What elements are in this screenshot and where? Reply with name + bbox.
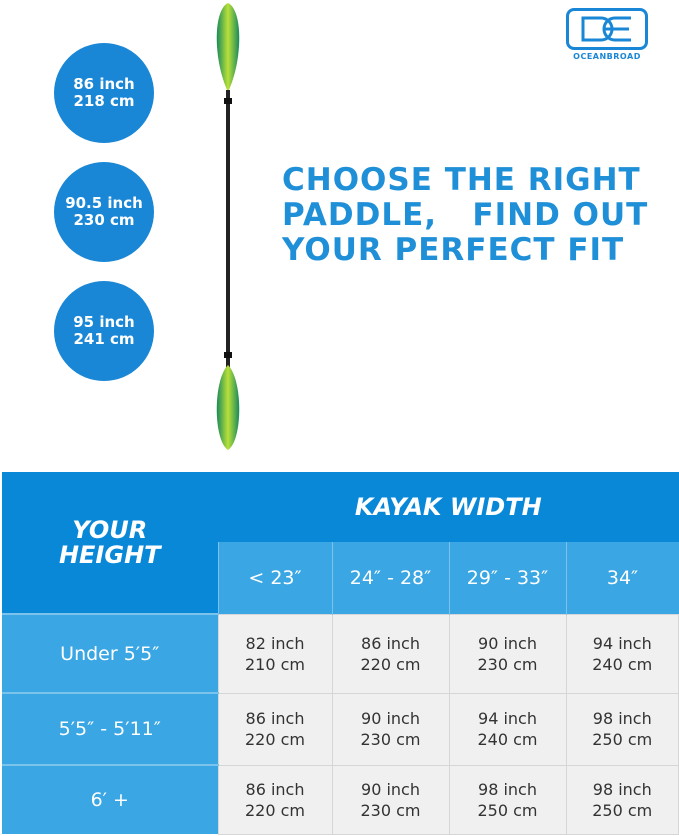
headline-line: YOUR PERFECT FIT <box>282 232 625 268</box>
paddle-length-cell: 94 inch 240 cm <box>448 692 567 766</box>
table-row: 5′5″ - 5′11″ 86 inch 220 cm 90 inch 230 cm… <box>2 692 679 766</box>
length-inch: 86 inch <box>73 75 135 93</box>
oceanbroad-logo: OCEANBROAD <box>566 8 648 61</box>
paddle-length-cell: 90 inch 230 cm <box>448 613 567 694</box>
paddle-image <box>216 3 240 450</box>
size-chart-table: YOUR HEIGHT KAYAK WIDTH < 23″ 24″ - 28″ 2… <box>2 472 679 835</box>
logo-text: OCEANBROAD <box>573 52 641 61</box>
paddle-length-cell: 86 inch 220 cm <box>217 764 333 835</box>
table-row: Under 5′5″ 82 inch 210 cm 86 inch 220 cm 9… <box>2 613 679 694</box>
headline-line: PADDLE, FIND OUT <box>282 197 649 233</box>
paddle-length-cell: 98 inch 250 cm <box>565 692 679 766</box>
length-cm: 218 cm <box>73 92 135 110</box>
length-cm: 241 cm <box>73 330 135 348</box>
logo-mark-icon <box>566 8 648 50</box>
paddle-length-cell: 90 inch 230 cm <box>331 692 450 766</box>
width-column-header: 34″ <box>565 542 679 614</box>
paddle-length-cell: 98 inch 250 cm <box>448 764 567 835</box>
length-badge: 86 inch 218 cm <box>54 43 154 143</box>
length-cm: 230 cm <box>73 211 135 229</box>
height-label: Under 5′5″ <box>2 613 218 693</box>
paddle-length-cell: 98 inch 250 cm <box>565 764 679 835</box>
width-column-header: < 23″ <box>217 542 332 614</box>
header-line: YOUR <box>72 515 148 544</box>
paddle-length-cell: 82 inch 210 cm <box>217 613 333 694</box>
headline-line: CHOOSE THE RIGHT <box>282 162 641 198</box>
paddle-length-cell: 90 inch 230 cm <box>331 764 450 835</box>
length-inch: 95 inch <box>73 313 135 331</box>
height-header: YOUR HEIGHT <box>2 472 218 614</box>
length-badge: 95 inch 241 cm <box>54 281 154 381</box>
width-column-header: 29″ - 33″ <box>448 542 566 614</box>
kayak-width-header: KAYAK WIDTH <box>218 472 679 542</box>
headline: CHOOSE THE RIGHT PADDLE, FIND OUT YOUR P… <box>282 163 648 268</box>
table-row: 6′ + 86 inch 220 cm 90 inch 230 cm 98 inch… <box>2 764 679 835</box>
length-badge: 90.5 inch 230 cm <box>54 162 154 262</box>
width-column-header: 24″ - 28″ <box>331 542 449 614</box>
paddle-length-cell: 86 inch 220 cm <box>331 613 450 694</box>
height-label: 5′5″ - 5′11″ <box>2 692 218 765</box>
paddle-length-cell: 94 inch 240 cm <box>565 613 679 694</box>
header-line: HEIGHT <box>58 540 161 569</box>
length-inch: 90.5 inch <box>65 194 143 212</box>
height-label: 6′ + <box>2 764 218 834</box>
paddle-length-cell: 86 inch 220 cm <box>217 692 333 766</box>
